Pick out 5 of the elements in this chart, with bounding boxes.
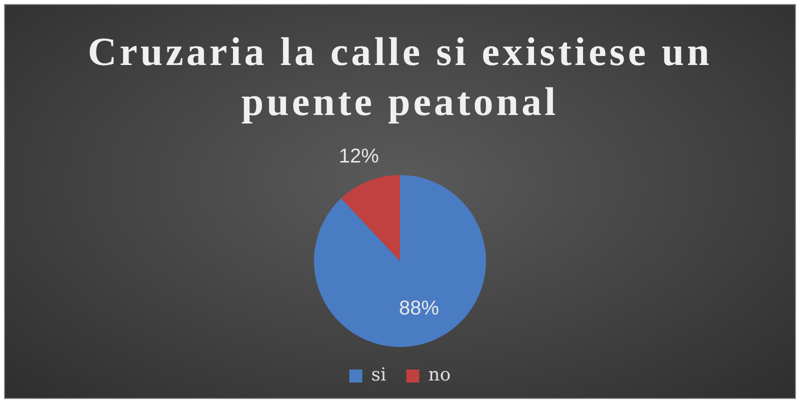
data-label: 88% [398,297,440,320]
data-label: 12% [338,146,380,168]
chart-title: Cruzaria la calle si existiese un puente peatonal [86,28,714,126]
legend-label: no [428,364,451,386]
legend-label: si [371,364,387,386]
